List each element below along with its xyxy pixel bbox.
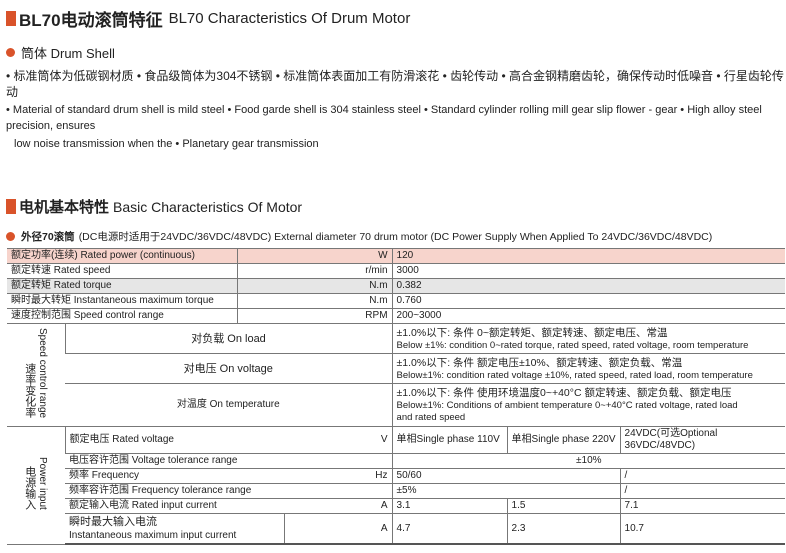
table-row: 额定功率(连续) Rated power (continuous) W 120 xyxy=(7,248,786,264)
table-row: 电压容许范围 Voltage tolerance range ±10% xyxy=(7,453,786,470)
motor-spec-table: 额定功率(连续) Rated power (continuous) W 120 额定… xyxy=(7,248,786,546)
table-row: 速率变化率Speed control range 对负载 On load ±1.… xyxy=(7,323,786,428)
table-row: 额定转矩 Rated torque N.m 0.382 xyxy=(7,278,786,294)
table-row: 对电压 On voltage ±1.0%以下: 条件 额定电压±10%、额定转速… xyxy=(7,353,786,385)
bullet-dot-icon xyxy=(6,48,15,57)
table-row: 瞬时最大输入电流 Instantaneous maximum input curr… xyxy=(7,513,786,546)
bullet-dot-icon xyxy=(6,232,15,241)
table-row: 瞬时最大转矩 Instantaneous maximum torque N.m 0.… xyxy=(7,293,786,309)
table-row: 对温度 On temperature ±1.0%以下: 条件 使用环境温度0~+… xyxy=(7,383,786,428)
drum-shell-heading: 筒体 Drum Shell xyxy=(6,43,785,62)
drum-shell-en-1: • Material of standard drum shell is mil… xyxy=(6,104,762,132)
title-marker xyxy=(6,11,16,26)
drum-shell-en-2: low noise transmission when the • Planet… xyxy=(14,138,319,150)
table-row: 额定输入电流 Rated input current A 3.1 1.5 7.1 xyxy=(7,498,786,515)
table-row: 电源输入Power input 额定电压 Rated voltage V 单相Si… xyxy=(7,426,786,545)
speed-group-label: 速率变化率Speed control range xyxy=(7,323,65,428)
table-row: 速度控制范围 Speed control range RPM 200~3000 xyxy=(7,308,786,324)
drum-shell-cn: • 标准筒体为低碳钢材质 • 食品级筒体为304不锈钢 • 标准筒体表面加工有防… xyxy=(6,69,784,99)
table-row: 额定转速 Rated speed r/min 3000 xyxy=(7,263,786,279)
table-row: 频率 Frequency Hz 50/60/ xyxy=(7,468,786,485)
motor-section-title: 电机基本特性 Basic Characteristics Of Motor xyxy=(6,196,785,217)
table-row: 频率容许范围 Frequency tolerance range ±5% / xyxy=(7,483,786,500)
title-marker xyxy=(6,199,16,214)
power-group-label: 电源输入Power input xyxy=(7,426,65,545)
motor-subtitle: 外径70滚筒 (DC电源时适用于24VDC/36VDC/48VDC) Extern… xyxy=(6,229,785,244)
page-title: BL70电动滚筒特征 BL70 Characteristics Of Drum M… xyxy=(6,6,785,31)
